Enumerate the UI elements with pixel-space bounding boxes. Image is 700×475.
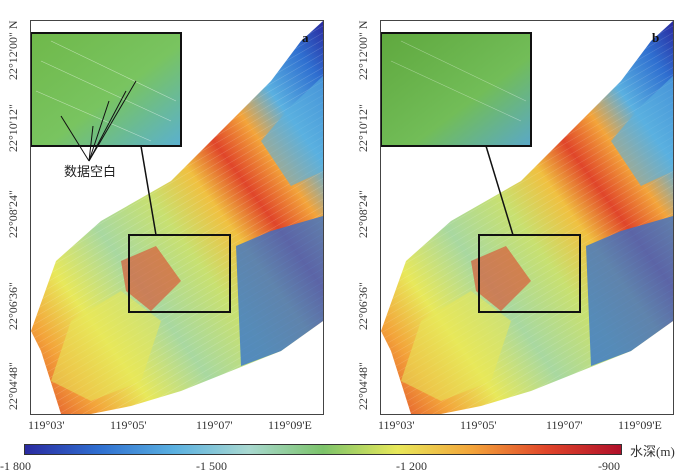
- y-tick-label: 22°10'12": [356, 104, 370, 152]
- x-tick-label: 119°05': [460, 418, 497, 432]
- colorbar-title: 水深(m): [630, 444, 675, 459]
- x-tick-label: 119°03': [378, 418, 415, 432]
- colorbar-tick-label: -1 200: [396, 459, 427, 473]
- y-tick-label: 22°06'36": [6, 282, 20, 330]
- y-tick-label: 22°06'36": [356, 282, 370, 330]
- depth-colorbar: [24, 444, 622, 455]
- y-tick-label: 22°04'48": [356, 362, 370, 410]
- x-tick-label: 119°07': [546, 418, 583, 432]
- x-tick-label: 119°03': [28, 418, 65, 432]
- x-tick-label: 119°05': [110, 418, 147, 432]
- x-tick-label: 119°09'E: [268, 418, 312, 432]
- colorbar-tick-label: -1 800: [0, 459, 31, 473]
- bathymetry-map-a: [31, 21, 323, 414]
- y-tick-label: 22°10'12": [6, 104, 20, 152]
- inset-source-box-a: [128, 234, 231, 313]
- bathymetry-map-b: [381, 21, 673, 414]
- y-tick-label: 22°12'00" N: [6, 20, 20, 80]
- y-tick-label: 22°08'24": [6, 190, 20, 238]
- x-tick-label: 119°07': [196, 418, 233, 432]
- y-tick-label: 22°04'48": [6, 362, 20, 410]
- colorbar-tick-label: -900: [598, 459, 620, 473]
- y-tick-label: 22°08'24": [356, 190, 370, 238]
- data-gap-label: 数据空白: [64, 165, 117, 180]
- map-panel-b: [380, 20, 674, 415]
- zoom-inset-b: [381, 32, 532, 147]
- data-gap-pointers: [60, 80, 137, 162]
- map-panel-a: [30, 20, 324, 415]
- colorbar-tick-label: -1 500: [196, 459, 227, 473]
- panel-label-b: b: [652, 30, 660, 45]
- panel-label-a: a: [302, 30, 309, 45]
- inset-source-box-b: [478, 234, 581, 313]
- zoom-inset-a: [31, 32, 182, 147]
- x-tick-label: 119°09'E: [618, 418, 662, 432]
- inset-leader-line-a: [140, 145, 157, 236]
- y-tick-label: 22°12'00" N: [356, 20, 370, 80]
- inset-leader-line-b: [485, 145, 514, 236]
